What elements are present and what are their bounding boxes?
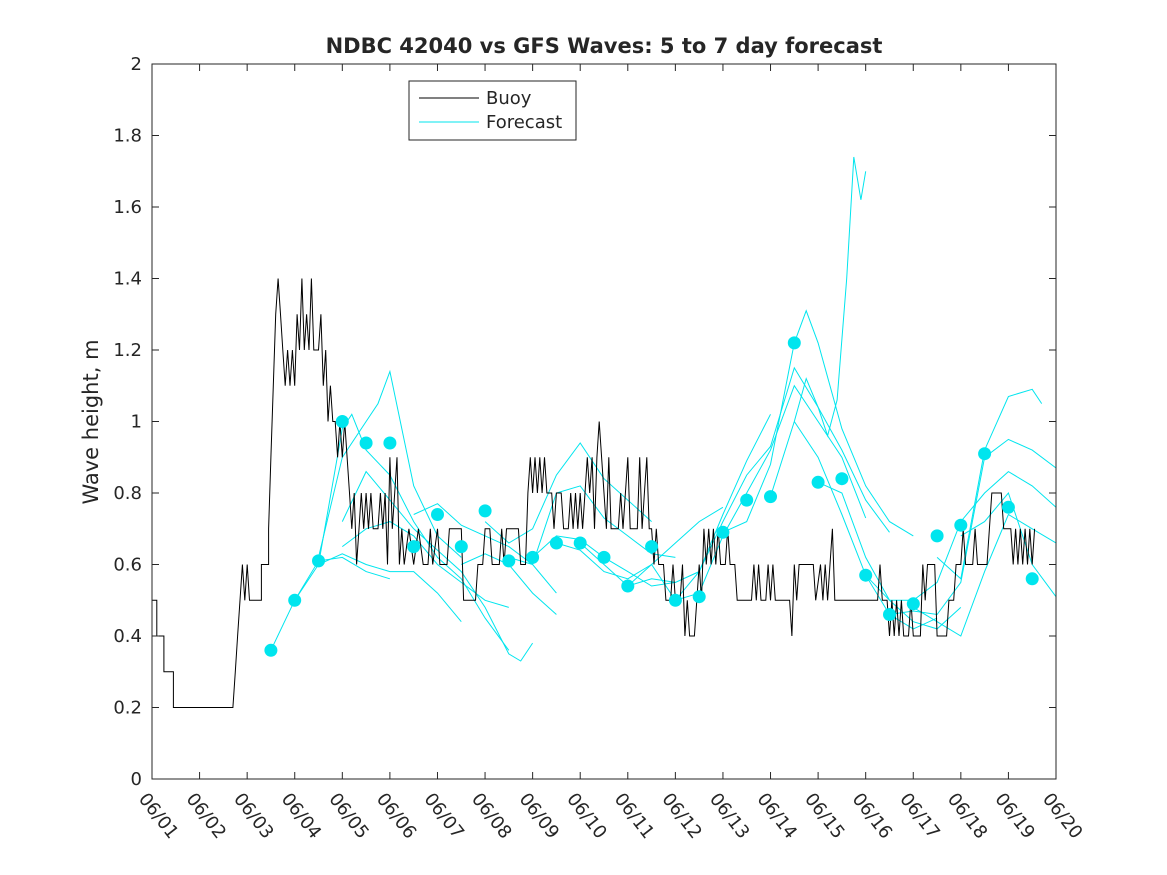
forecast-line — [675, 366, 890, 601]
forecast-point — [335, 415, 349, 428]
forecast-point — [407, 540, 421, 554]
chart-title: NDBC 42040 vs GFS Waves: 5 to 7 day fore… — [326, 34, 883, 58]
forecast-point — [549, 536, 563, 550]
forecast-point — [811, 475, 825, 489]
forecast-line — [342, 521, 509, 608]
y-tick-label: 1.8 — [113, 126, 142, 147]
forecast-point — [716, 525, 730, 539]
forecast-point — [740, 493, 754, 507]
forecast-point — [288, 593, 302, 607]
y-tick-label: 2 — [131, 54, 142, 75]
forecast-point — [1025, 572, 1039, 586]
legend-buoy-label: Buoy — [486, 88, 532, 109]
forecast-line — [889, 438, 1056, 616]
y-axis-label: Wave height, m — [79, 339, 103, 504]
forecast-point — [597, 550, 611, 564]
forecast-line — [484, 442, 652, 544]
forecast-line — [722, 309, 914, 537]
y-tick-label: 1.6 — [113, 197, 142, 218]
forecast-markers — [264, 336, 1039, 657]
forecast-point — [835, 472, 849, 486]
forecast-point — [264, 643, 278, 657]
forecast-point — [1001, 500, 1015, 514]
forecast-point — [645, 540, 659, 554]
y-tick-label: 0.8 — [113, 483, 142, 504]
forecast-point — [312, 554, 325, 568]
forecast-point — [454, 540, 468, 554]
forecast-point — [764, 490, 777, 504]
forecast-point — [954, 518, 968, 532]
forecast-point — [526, 550, 540, 564]
legend-forecast-label: Forecast — [486, 112, 562, 133]
buoy-line — [152, 278, 1036, 708]
legend: Buoy Forecast — [408, 80, 577, 141]
forecast-line — [556, 506, 724, 580]
forecast-point — [478, 504, 492, 518]
y-tick-label: 0 — [131, 769, 142, 790]
forecast-point — [787, 336, 801, 350]
y-tick-label: 1.4 — [113, 269, 142, 290]
legend-box — [408, 80, 577, 141]
forecast-point — [621, 579, 635, 593]
y-tick-label: 0.4 — [113, 626, 142, 647]
forecast-point — [359, 436, 373, 450]
forecast-point — [502, 554, 516, 568]
forecast-point — [383, 436, 397, 450]
forecast-line — [627, 384, 867, 601]
forecast-line — [341, 470, 534, 662]
y-tick-label: 1.2 — [113, 340, 142, 361]
forecast-point — [883, 608, 896, 621]
y-tick-label: 0.2 — [113, 698, 142, 719]
forecast-line — [770, 156, 867, 497]
y-tick-label: 1 — [131, 412, 142, 433]
y-tick-label: 0.6 — [113, 555, 142, 576]
forecast-point — [692, 590, 706, 604]
forecast-point — [978, 447, 992, 461]
forecast-point — [668, 593, 682, 607]
forecast-line — [936, 388, 1043, 580]
forecast-line — [960, 491, 1056, 597]
forecast-point — [930, 529, 944, 543]
forecast-point — [859, 568, 873, 582]
forecast-point — [906, 597, 920, 611]
forecast-line — [579, 414, 771, 587]
forecast-point — [573, 536, 587, 550]
forecast-point — [431, 508, 444, 521]
